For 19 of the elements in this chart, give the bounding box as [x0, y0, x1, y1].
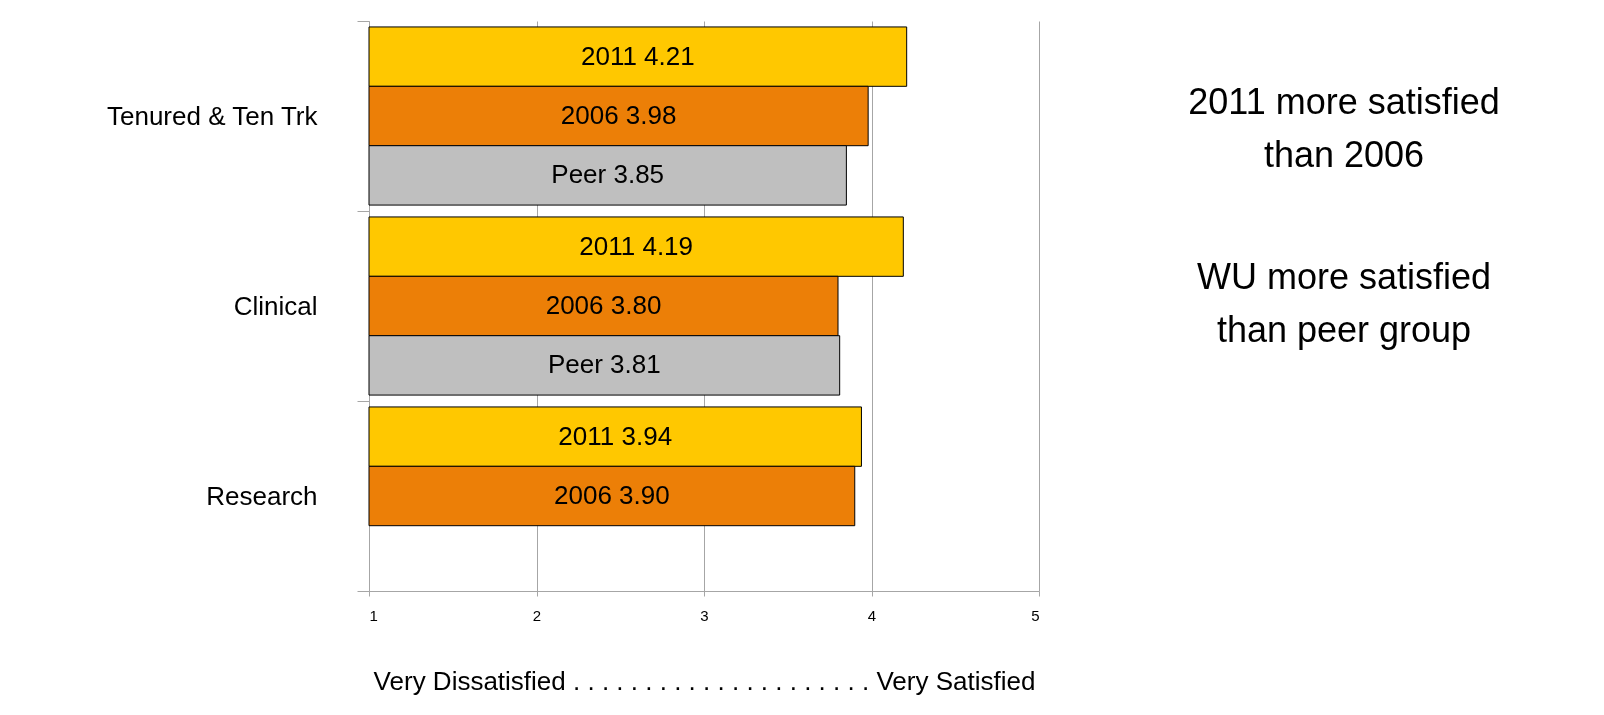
y-tick-label: Clinical: [233, 290, 318, 321]
data-label: 2011 4.21: [580, 40, 695, 71]
x-tick-label: 4: [867, 606, 877, 624]
data-label: 2011 3.94: [558, 420, 673, 451]
y-tick-label: Tenured & Ten Trk: [106, 100, 319, 131]
x-axis-title: Very Dissatisfied . . . . . . . . . . . . . . . . . . . . . Very Satisfied: [373, 665, 1036, 696]
data-label: Peer 3.81: [547, 349, 661, 380]
data-label: 2006 3.80: [545, 290, 662, 320]
x-tick-label: 1: [369, 606, 378, 624]
data-label: 2011 4.19: [579, 230, 694, 261]
text: 2011 more satisfied than 2006: [1188, 81, 1500, 175]
data-label: Peer 3.85: [551, 159, 665, 190]
text: WU more satisfied than peer group: [1196, 256, 1492, 350]
data-label: 2006 3.90: [554, 480, 670, 510]
data-label: 2006 3.98: [560, 100, 677, 130]
x-tick-label: 3: [700, 606, 709, 624]
y-tick-label: Research: [206, 480, 318, 511]
x-tick-label: 5: [1031, 606, 1040, 624]
x-tick-label: 2: [532, 606, 542, 624]
